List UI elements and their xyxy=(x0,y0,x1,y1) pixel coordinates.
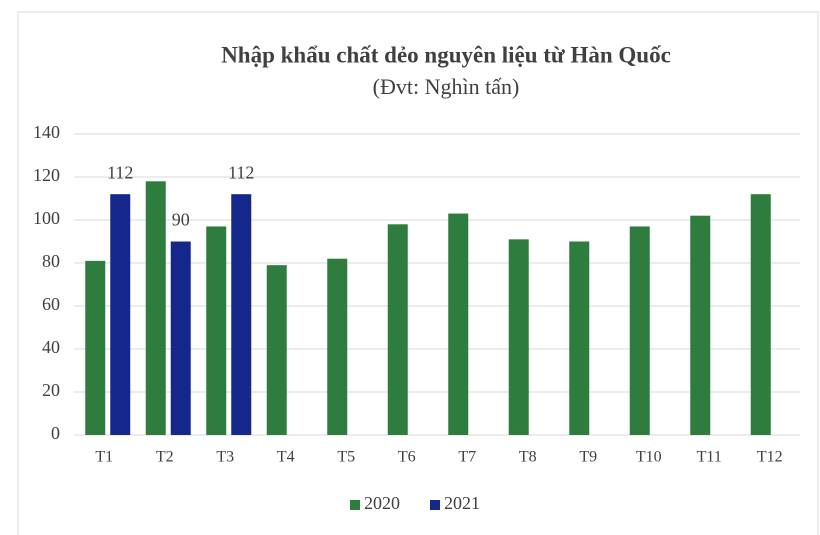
x-tick-label: T6 xyxy=(398,449,416,466)
x-tick-label: T11 xyxy=(697,449,722,466)
bar xyxy=(569,241,590,435)
bar xyxy=(266,265,287,435)
x-tick-label: T5 xyxy=(337,449,355,466)
bar xyxy=(231,194,252,435)
y-tick-label: 120 xyxy=(33,165,60,185)
chart-frame xyxy=(17,11,819,535)
legend-label: 2020 xyxy=(364,493,400,513)
bar xyxy=(110,194,131,435)
y-tick-label: 60 xyxy=(42,294,60,314)
bar xyxy=(750,194,771,435)
x-tick-label: T3 xyxy=(216,449,234,466)
x-tick-label: T12 xyxy=(757,449,783,466)
bar xyxy=(206,226,227,435)
y-tick-label: 0 xyxy=(51,423,60,443)
bar xyxy=(448,213,469,435)
bar xyxy=(170,241,191,435)
chart-subtitle: (Đvt: Nghìn tấn) xyxy=(373,74,520,99)
bar xyxy=(145,181,166,435)
y-tick-label: 140 xyxy=(33,122,60,142)
data-label: 90 xyxy=(172,210,190,230)
bar xyxy=(629,226,650,435)
y-tick-label: 20 xyxy=(42,380,60,400)
bar xyxy=(508,239,529,435)
x-tick-label: T1 xyxy=(95,449,113,466)
data-label: 112 xyxy=(228,162,254,182)
y-tick-label: 40 xyxy=(42,337,60,357)
x-tick-label: T10 xyxy=(636,449,662,466)
chart-title: Nhập khẩu chất dẻo nguyên liệu từ Hàn Qu… xyxy=(221,42,671,67)
legend-swatch xyxy=(430,500,440,510)
y-tick-label: 80 xyxy=(42,251,60,271)
legend-swatch xyxy=(350,500,360,510)
x-tick-label: T9 xyxy=(579,449,597,466)
x-tick-label: T8 xyxy=(519,449,537,466)
x-tick-label: T2 xyxy=(156,449,174,466)
bar xyxy=(690,215,711,435)
data-label: 112 xyxy=(107,162,133,182)
x-tick-label: T7 xyxy=(458,449,476,466)
bar xyxy=(327,258,348,435)
legend-label: 2021 xyxy=(444,493,480,513)
bar xyxy=(85,260,106,435)
x-tick-label: T4 xyxy=(277,449,295,466)
bar xyxy=(387,224,408,435)
y-tick-label: 100 xyxy=(33,208,60,228)
